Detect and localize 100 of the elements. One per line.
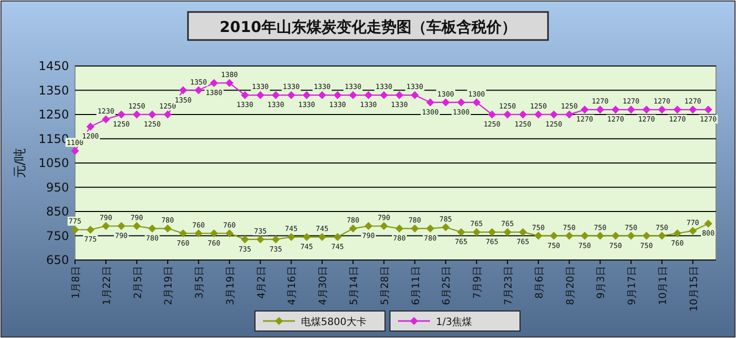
point bbox=[287, 232, 296, 241]
point bbox=[225, 229, 234, 238]
point bbox=[272, 235, 280, 244]
point bbox=[194, 86, 203, 94]
y-axis-title: 元/吨 bbox=[13, 148, 28, 178]
point bbox=[596, 232, 604, 240]
point bbox=[410, 224, 419, 232]
point bbox=[704, 220, 712, 228]
x-tick-label: 10月15日 bbox=[688, 266, 700, 312]
x-tick-label: 2月19日 bbox=[164, 266, 175, 306]
point bbox=[518, 110, 527, 118]
chart-title: 2010年山东煤炭变化走势图（车板含税价） bbox=[220, 18, 516, 36]
x-tick-label: 8月6日 bbox=[534, 266, 546, 299]
point bbox=[518, 228, 527, 236]
point bbox=[302, 91, 311, 100]
point bbox=[410, 91, 419, 100]
point bbox=[472, 228, 481, 236]
point bbox=[349, 224, 358, 232]
point bbox=[688, 226, 697, 235]
point bbox=[179, 86, 188, 94]
point bbox=[503, 228, 512, 236]
point bbox=[457, 98, 466, 106]
point bbox=[612, 106, 620, 114]
point bbox=[240, 235, 249, 244]
point bbox=[612, 232, 620, 240]
y-tick-label: 1250 bbox=[38, 108, 69, 122]
point bbox=[380, 91, 388, 100]
x-tick-label: 5月28日 bbox=[380, 266, 391, 306]
point bbox=[240, 91, 249, 100]
point bbox=[349, 91, 358, 100]
point bbox=[395, 91, 404, 100]
point bbox=[673, 106, 682, 114]
point bbox=[164, 224, 172, 232]
point bbox=[457, 228, 466, 236]
point bbox=[596, 106, 604, 114]
point bbox=[86, 122, 94, 131]
point bbox=[565, 232, 574, 240]
point bbox=[318, 232, 326, 241]
point bbox=[380, 222, 388, 230]
point bbox=[565, 110, 574, 118]
point bbox=[210, 229, 218, 238]
x-tick-label: 3月19日 bbox=[225, 266, 236, 306]
x-tick-label: 4月30日 bbox=[318, 266, 330, 306]
point bbox=[334, 91, 342, 100]
point bbox=[148, 224, 156, 232]
point bbox=[442, 98, 450, 106]
point bbox=[658, 106, 666, 114]
x-tick-label: 10月1日 bbox=[658, 266, 669, 306]
y-tick-label: 1450 bbox=[38, 59, 69, 73]
point bbox=[442, 223, 450, 232]
point bbox=[426, 98, 434, 106]
y-tick-label: 1050 bbox=[38, 156, 69, 170]
point bbox=[117, 222, 126, 230]
point bbox=[550, 110, 558, 118]
legend-label: 电煤5800大卡 bbox=[301, 316, 366, 328]
point bbox=[395, 224, 404, 232]
point bbox=[488, 110, 496, 118]
point bbox=[256, 235, 264, 244]
point bbox=[688, 106, 697, 114]
point bbox=[225, 78, 234, 87]
point bbox=[148, 110, 156, 118]
point bbox=[210, 78, 218, 87]
point bbox=[272, 91, 280, 100]
x-tick-label: 8月20日 bbox=[565, 266, 576, 306]
y-tick-label: 950 bbox=[46, 180, 69, 194]
x-tick-label: 5月14日 bbox=[349, 266, 360, 306]
x-tick-label: 6月11日 bbox=[410, 266, 422, 306]
point bbox=[534, 110, 542, 118]
point bbox=[318, 91, 326, 100]
point bbox=[472, 98, 481, 106]
point bbox=[642, 106, 650, 114]
point bbox=[364, 222, 372, 230]
point bbox=[132, 222, 141, 230]
y-tick-label: 850 bbox=[46, 204, 69, 218]
point bbox=[550, 232, 558, 240]
x-tick-label: 1月8日 bbox=[71, 266, 82, 299]
point bbox=[132, 110, 141, 118]
point bbox=[71, 146, 79, 155]
x-tick-label: 9月3日 bbox=[596, 266, 608, 299]
point bbox=[117, 110, 126, 118]
point bbox=[179, 229, 188, 238]
point bbox=[102, 222, 110, 230]
point bbox=[194, 229, 203, 238]
point bbox=[334, 232, 342, 241]
point bbox=[86, 226, 94, 234]
x-tick-label: 7月23日 bbox=[503, 266, 514, 306]
x-tick-label: 3月5日 bbox=[194, 266, 206, 299]
point bbox=[287, 91, 296, 100]
x-tick-label: 6月25日 bbox=[442, 266, 453, 306]
point bbox=[256, 91, 264, 100]
x-tick-label: 4月16日 bbox=[287, 266, 298, 306]
point bbox=[534, 232, 542, 240]
point bbox=[71, 226, 79, 234]
point bbox=[704, 106, 712, 114]
y-tick-label: 1350 bbox=[38, 83, 69, 98]
point bbox=[658, 232, 666, 240]
x-tick-label: 2月5日 bbox=[132, 266, 144, 299]
point bbox=[627, 106, 636, 114]
point bbox=[580, 106, 589, 114]
x-tick-label: 7月9日 bbox=[472, 266, 484, 299]
